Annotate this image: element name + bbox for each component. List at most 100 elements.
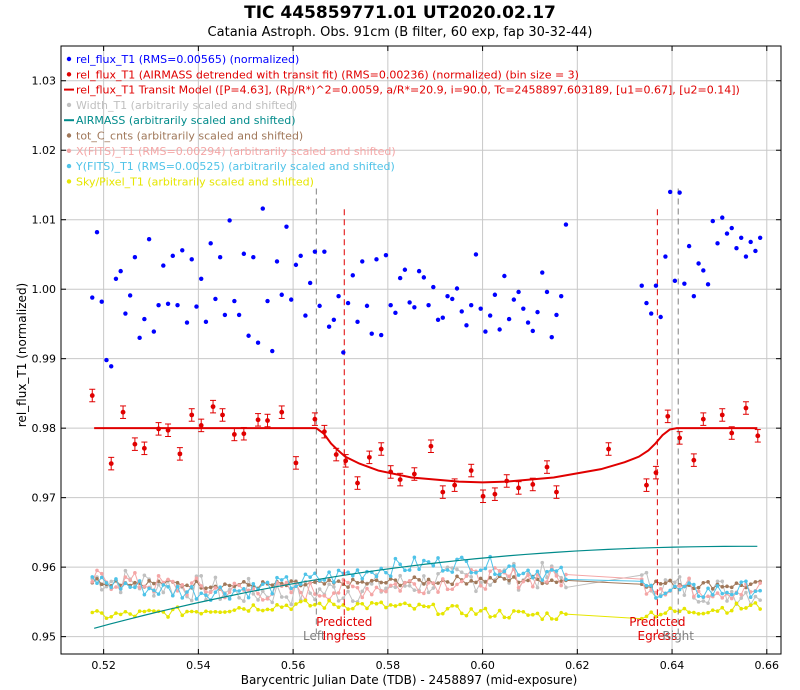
raw-flux-point xyxy=(232,298,237,304)
binned-flux-point xyxy=(653,470,659,476)
x-fits-series-point xyxy=(265,597,270,601)
raw-flux-point xyxy=(184,320,190,325)
width-series-point xyxy=(369,582,374,586)
tot-c-cnts-series-point xyxy=(464,582,469,586)
sky-pixel-series-point xyxy=(279,605,284,609)
y-fits-series-point xyxy=(327,570,331,574)
sky-pixel-series-point xyxy=(189,609,194,614)
tot-c-cnts-series-point xyxy=(493,579,497,584)
sky-pixel-series-point xyxy=(360,601,365,606)
width-series-point xyxy=(189,598,194,603)
x-fits-series-point xyxy=(706,594,710,599)
tot-c-cnts-series-point xyxy=(554,580,559,585)
y-fits-series-point xyxy=(275,575,279,580)
sky-pixel-series-point xyxy=(327,598,331,603)
raw-flux-point xyxy=(360,259,365,264)
sky-pixel-series-point xyxy=(710,608,715,612)
raw-flux-point xyxy=(213,296,218,302)
tot-c-cnts-series-point xyxy=(242,579,246,584)
x-fits-series-point xyxy=(346,580,350,585)
width-series-point xyxy=(564,585,568,590)
marker-label: Predicted xyxy=(629,615,685,629)
width-series-point xyxy=(270,600,275,605)
width-series-point xyxy=(109,579,114,584)
raw-flux-point xyxy=(653,283,659,288)
tot-c-cnts-series-point xyxy=(445,580,450,584)
sky-pixel-series-point xyxy=(706,610,710,615)
x-fits-series-point xyxy=(369,592,374,597)
sky-pixel-series-point xyxy=(384,605,388,610)
x-fits-series-point xyxy=(189,581,194,585)
y-fits-series-point xyxy=(246,595,251,600)
sky-pixel-series-point xyxy=(109,614,114,619)
sky-pixel-series-point xyxy=(445,606,450,611)
plot-frame xyxy=(60,45,782,655)
sky-pixel-series-point xyxy=(412,607,417,611)
binned-flux-point xyxy=(544,464,550,470)
x-fits-series-point xyxy=(246,588,251,593)
raw-flux-point xyxy=(535,309,540,315)
y-fits-series-point xyxy=(526,568,530,573)
sky-pixel-series-point xyxy=(313,602,317,607)
sky-pixel-series-point xyxy=(668,606,672,611)
raw-flux-point xyxy=(270,348,275,354)
width-series-point xyxy=(308,591,312,595)
raw-flux-point xyxy=(757,235,763,240)
binned-flux-point xyxy=(530,482,536,487)
y-fits-series-point xyxy=(493,572,497,577)
sky-pixel-series-point xyxy=(483,606,488,611)
raw-flux-point xyxy=(236,312,242,318)
sky-pixel-series-point xyxy=(142,609,147,614)
x-fits-series-point xyxy=(256,591,260,596)
width-series-point xyxy=(260,589,265,594)
y-fits-series-point xyxy=(677,587,682,592)
tot-c-cnts-series-point xyxy=(658,582,663,586)
raw-flux-point xyxy=(487,313,493,318)
raw-flux-point xyxy=(454,286,460,291)
x-fits-series-point xyxy=(90,580,95,584)
tot-c-cnts-series-point xyxy=(426,577,431,582)
y-fits-series-point xyxy=(360,576,365,581)
x-fits-series-point xyxy=(232,581,237,586)
y-fits-series-point xyxy=(99,575,104,580)
binned-flux-point xyxy=(321,429,327,435)
width-series-point xyxy=(559,575,564,580)
y-fits-series-point xyxy=(384,570,388,575)
tot-c-cnts-series-point xyxy=(654,579,658,584)
raw-flux-point xyxy=(369,331,374,336)
sky-pixel-series-point xyxy=(729,608,734,613)
raw-flux-point xyxy=(426,302,431,308)
y-fits-series-point xyxy=(474,570,478,575)
sky-pixel-series-point xyxy=(147,608,151,613)
sky-pixel-series-point xyxy=(275,603,279,607)
tot-c-cnts-series-point xyxy=(355,581,360,585)
sky-pixel-series-point xyxy=(403,601,407,606)
airmass-line xyxy=(94,545,758,629)
y-fits-series-point xyxy=(521,571,526,576)
raw-flux-point xyxy=(265,298,270,304)
binned-flux-point xyxy=(156,426,161,432)
y-tick-label: 1.00 xyxy=(32,283,57,296)
tot-c-cnts-series-point xyxy=(322,582,327,586)
x-tick-label: 0.52 xyxy=(91,659,116,672)
width-series-point xyxy=(327,582,331,587)
sky-pixel-series-point xyxy=(436,612,440,617)
sky-pixel-series-point xyxy=(355,601,360,606)
y-tick-label: 0.99 xyxy=(32,353,57,366)
y-fits-series-point xyxy=(251,581,256,586)
tot-c-cnts-series-point xyxy=(99,582,104,587)
sky-pixel-series-point xyxy=(649,610,654,614)
raw-flux-point xyxy=(227,218,232,223)
sky-pixel-series-point xyxy=(687,610,691,615)
raw-flux-point xyxy=(146,236,152,242)
sky-pixel-series-point xyxy=(464,613,469,618)
y-fits-series-point xyxy=(639,579,644,584)
width-series-point xyxy=(431,586,436,590)
sky-pixel-series-point xyxy=(213,609,218,614)
tot-c-cnts-series-point xyxy=(507,578,511,583)
y-fits-series-point xyxy=(223,592,227,596)
width-series-point xyxy=(540,560,545,565)
raw-flux-point xyxy=(743,254,749,259)
x-fits-series-point xyxy=(493,566,497,570)
sky-pixel-series-point xyxy=(559,610,564,615)
